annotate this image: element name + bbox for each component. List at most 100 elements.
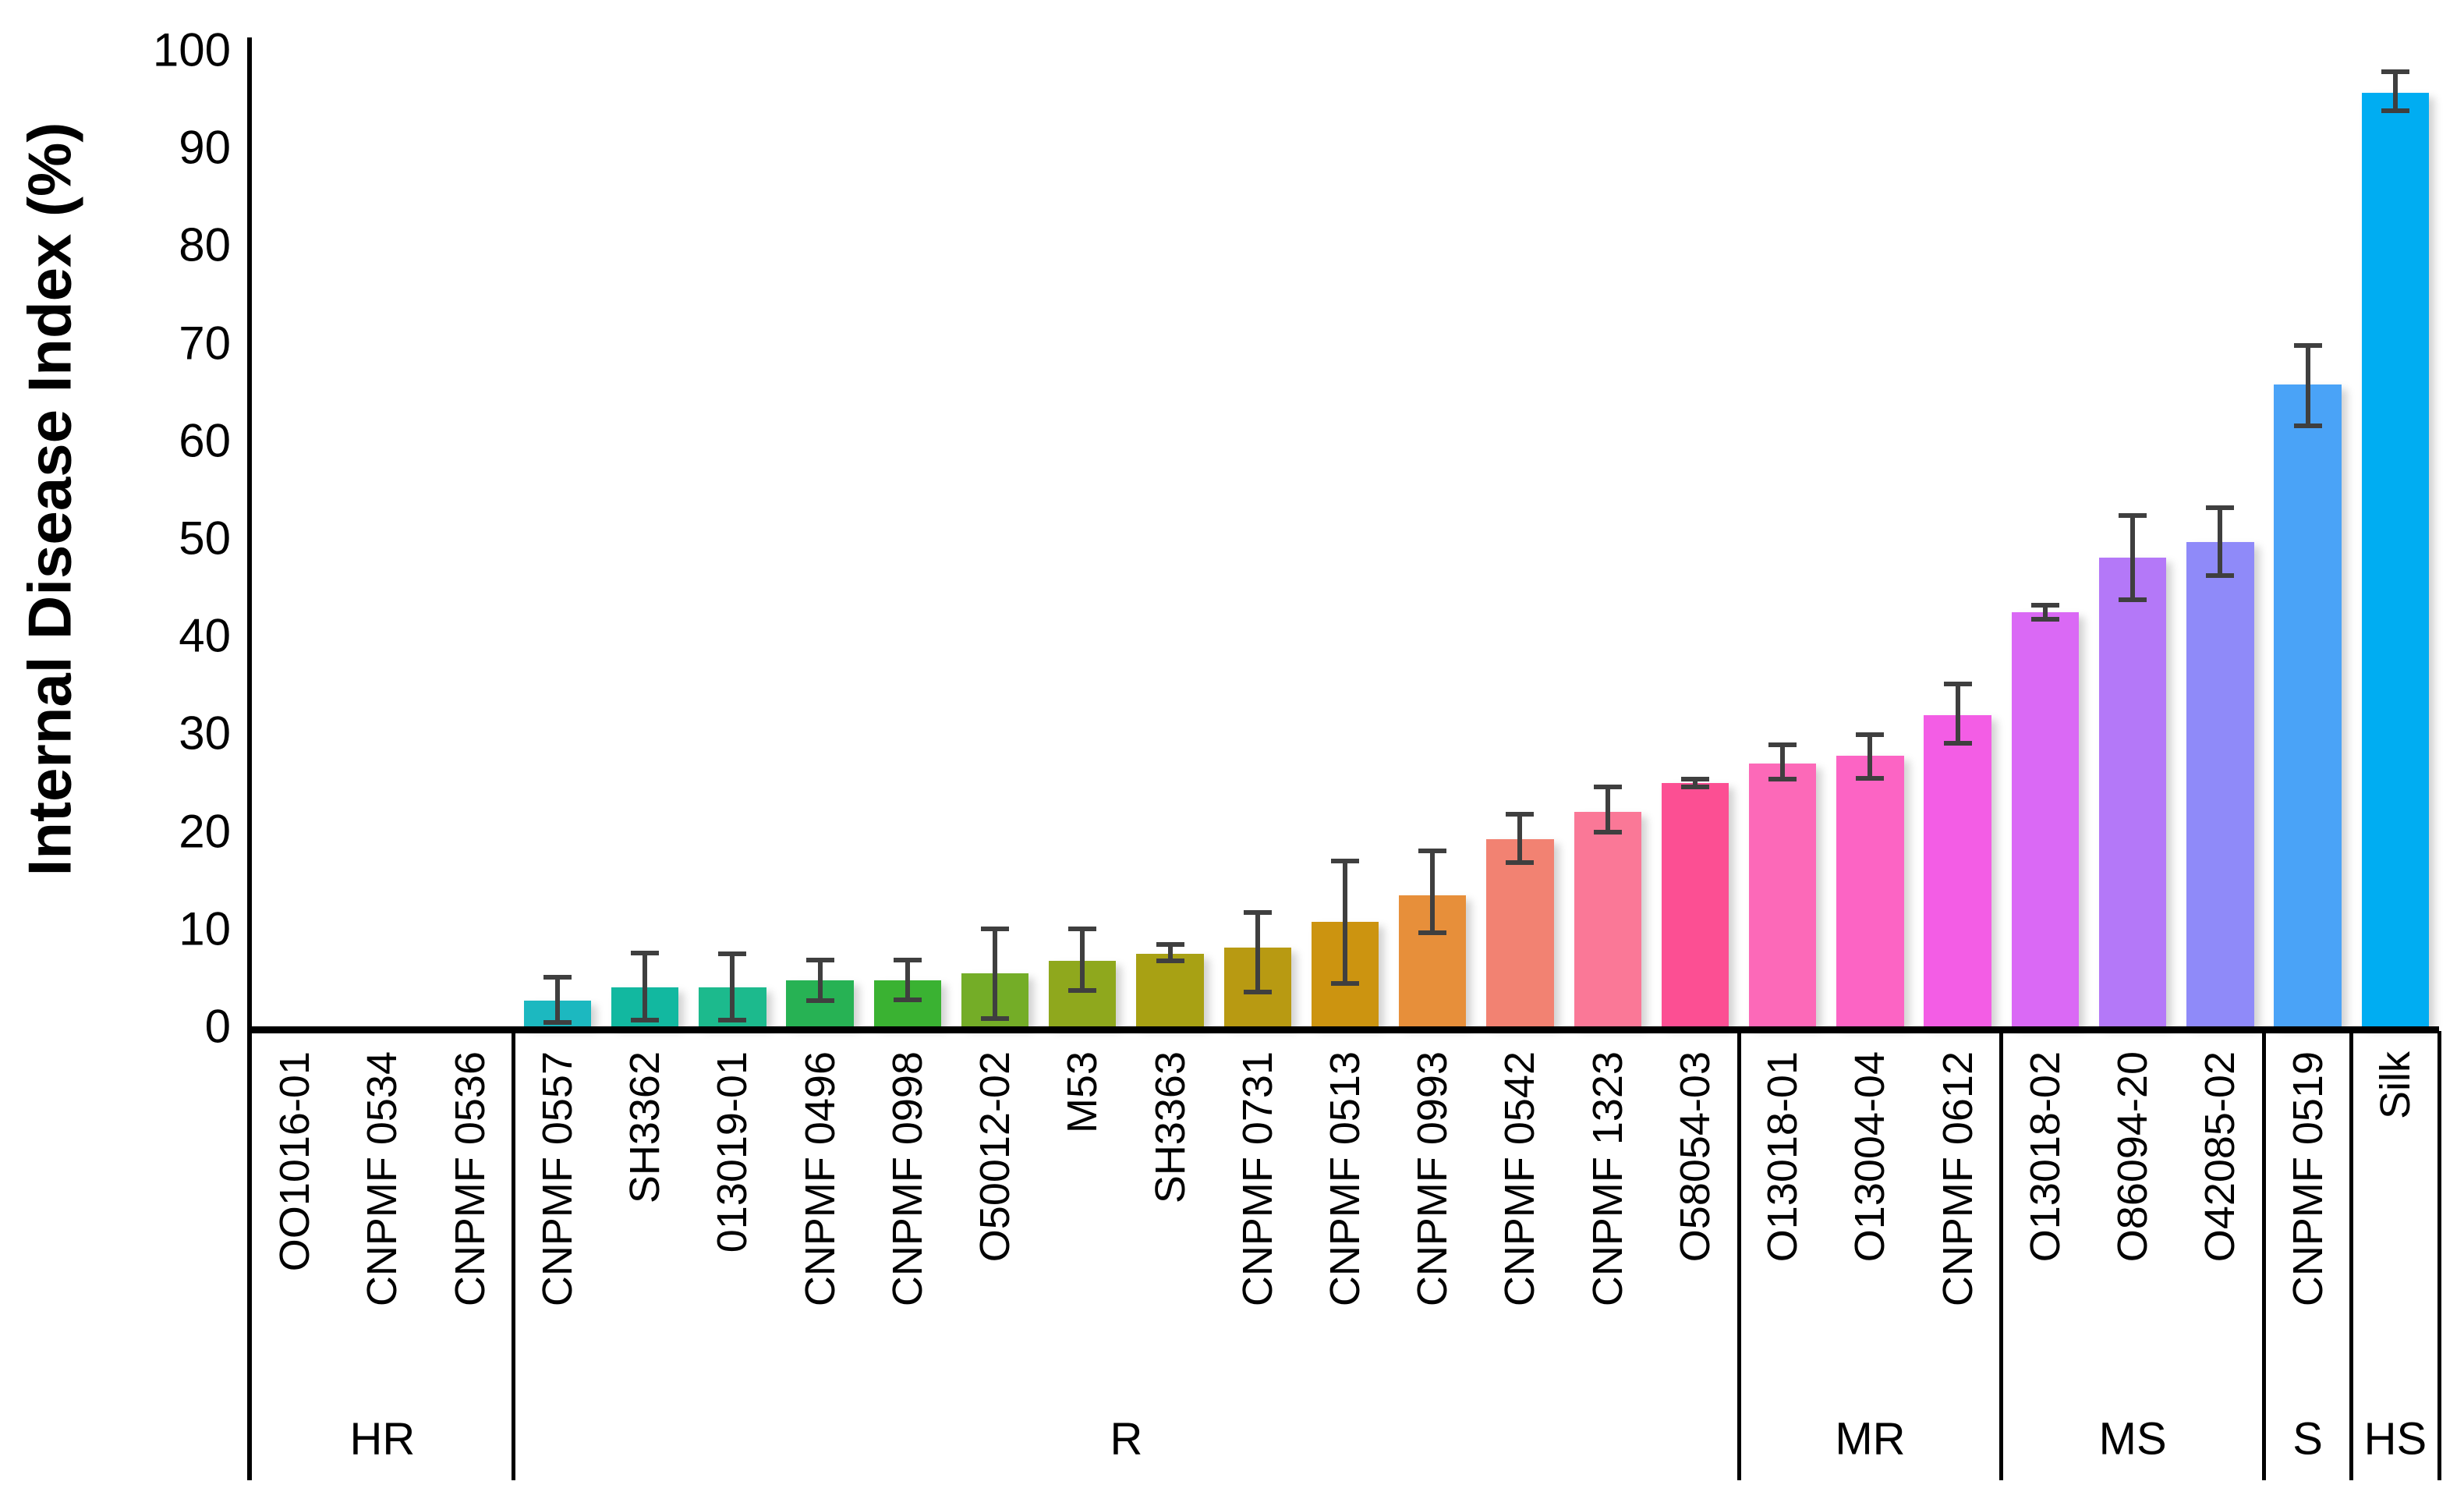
group-label: HR [349, 1413, 416, 1465]
error-bar [817, 959, 823, 1001]
x-category-label: O58054-03 [1671, 1051, 1719, 1263]
error-bar [905, 959, 910, 1001]
error-bar-cap [1856, 732, 1885, 737]
error-bar-cap [1068, 926, 1097, 931]
x-category-label: CNPMF 0998 [883, 1051, 931, 1307]
error-bar-cap [2381, 108, 2409, 113]
error-bar [1430, 850, 1436, 933]
error-bar-cap [1506, 859, 1535, 865]
error-bar-cap [1156, 959, 1184, 964]
bar [1836, 756, 1904, 1026]
bar [2011, 612, 2080, 1026]
error-bar-cap [1418, 848, 1447, 853]
error-bar-cap [718, 1018, 747, 1023]
error-bar [1517, 814, 1523, 863]
error-bar [1692, 779, 1698, 788]
error-bar-cap [2293, 343, 2322, 349]
x-category-label: Silk [2371, 1051, 2419, 1120]
error-bar-cap [2119, 513, 2147, 519]
error-bar-cap [1593, 829, 1622, 835]
error-bar [2305, 345, 2310, 426]
bar [1661, 783, 1729, 1026]
x-category-label: O13018-01 [1759, 1051, 1807, 1263]
error-bar-cap [543, 1019, 572, 1025]
bar [2186, 542, 2254, 1026]
bar [2098, 558, 2167, 1026]
error-bar-cap [805, 998, 834, 1004]
error-bar-cap [805, 957, 834, 962]
bar [1924, 714, 1991, 1026]
x-category-label: 013019-01 [709, 1051, 756, 1253]
x-category-label: CNPMF 0993 [1409, 1051, 1457, 1307]
error-bar-cap [1768, 742, 1797, 748]
y-tick-label: 80 [179, 218, 231, 271]
x-category-label: CNPMF 0534 [359, 1051, 406, 1307]
x-category-label: CNPMF 0612 [1934, 1051, 1981, 1307]
error-bar-cap [631, 951, 660, 956]
x-category-label: CNPMF 0557 [533, 1051, 581, 1307]
error-bar [993, 928, 998, 1019]
error-bar [730, 954, 735, 1021]
error-bar-cap [1768, 777, 1797, 782]
bar [1136, 954, 1204, 1026]
error-bar-cap [1243, 990, 1272, 995]
error-bar-cap [2206, 572, 2235, 578]
group-label: S [2292, 1413, 2323, 1465]
error-bar-cap [1680, 785, 1709, 790]
group-separator [1999, 1031, 2004, 1480]
x-category-label: O42085-02 [2197, 1051, 2244, 1263]
x-category-label: O13004-04 [1846, 1051, 1894, 1263]
error-bar [1780, 745, 1786, 780]
error-bar-cap [893, 998, 922, 1003]
error-bar-cap [1331, 980, 1359, 986]
x-category-label: CNPMF 0536 [446, 1051, 494, 1307]
error-bar-cap [981, 926, 1010, 931]
error-bar [643, 953, 648, 1021]
group-label: MR [1835, 1413, 1906, 1465]
error-bar-cap [2119, 597, 2147, 602]
group-separator [1736, 1031, 1741, 1480]
x-category-label: CNPMF 0519 [2284, 1051, 2331, 1307]
x-category-label: CNPMF 0542 [1496, 1051, 1544, 1307]
error-bar-cap [718, 951, 747, 957]
group-label: HS [2363, 1413, 2427, 1465]
error-bar [1167, 944, 1173, 962]
error-bar [1955, 683, 1960, 743]
error-bar-cap [631, 1018, 660, 1023]
error-bar-cap [1593, 785, 1622, 790]
x-category-label: OO1016-01 [271, 1051, 319, 1272]
error-bar-cap [1506, 812, 1535, 817]
error-bar [2392, 71, 2398, 111]
error-bar-cap [1156, 941, 1184, 947]
group-separator [2349, 1031, 2354, 1480]
bar [1748, 764, 1817, 1026]
y-tick-label: 50 [179, 512, 231, 565]
error-bar-cap [2381, 69, 2409, 74]
error-bar-cap [2206, 505, 2235, 511]
error-bar [2218, 508, 2223, 576]
error-bar-cap [543, 975, 572, 980]
error-bar-cap [981, 1015, 1010, 1021]
group-label: R [1110, 1413, 1143, 1465]
error-bar-cap [2293, 423, 2322, 429]
x-category-label: O50012-02 [972, 1051, 1019, 1263]
error-bar [1255, 912, 1260, 993]
group-separator [2262, 1031, 2267, 1480]
x-axis-line [247, 1026, 2439, 1033]
y-tick-label: 90 [179, 121, 231, 174]
error-bar [554, 977, 560, 1022]
y-tick-label: 40 [179, 609, 231, 662]
x-category-label: O13018-02 [2021, 1051, 2069, 1263]
x-category-label: CNPMF 0731 [1234, 1051, 1281, 1307]
error-bar-cap [2030, 603, 2059, 608]
error-bar-cap [1068, 987, 1097, 993]
bar [1574, 811, 1641, 1026]
group-label: MS [2098, 1413, 2167, 1465]
x-category-label: O86094-20 [2109, 1051, 2157, 1263]
error-bar-cap [1943, 740, 1972, 746]
error-bar-cap [1680, 777, 1709, 782]
x-category-label: SH3362 [621, 1051, 669, 1204]
error-bar-cap [1418, 930, 1447, 935]
y-tick-label: 20 [179, 805, 231, 858]
